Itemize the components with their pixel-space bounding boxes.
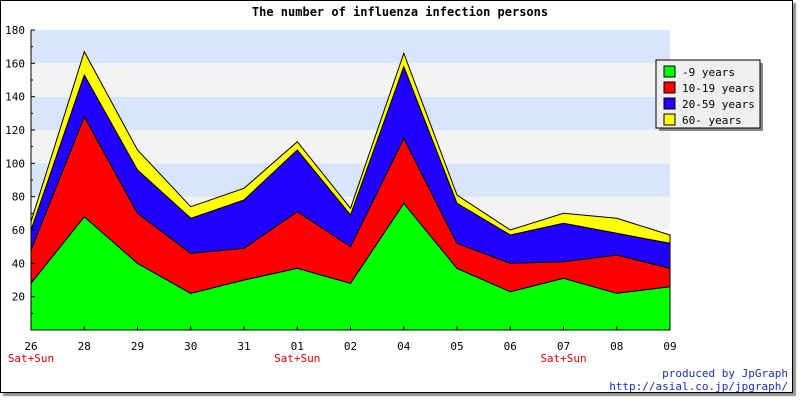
x-tick-label: 30	[184, 340, 197, 353]
y-tick-label: 160	[5, 57, 25, 70]
weekend-label: Sat+Sun	[274, 352, 320, 365]
axes	[30, 29, 671, 331]
credit-line-2: http://asial.co.jp/jpgraph/	[609, 380, 788, 393]
grid-band	[31, 96, 670, 130]
x-tick-label: 09	[663, 340, 676, 353]
y-tick-label: 100	[5, 157, 25, 170]
legend-swatch-4	[663, 113, 676, 126]
legend-swatch-3	[663, 97, 676, 110]
y-tick-label: 40	[12, 257, 25, 270]
y-tick-label: 80	[12, 191, 25, 204]
y-axis-labels: 20 40 60 80 100 120 140 160 180	[5, 24, 25, 304]
area-series-4	[30, 50, 671, 244]
x-tick-label: 08	[610, 340, 623, 353]
x-tick-label: 02	[344, 340, 357, 353]
area-series	[30, 50, 671, 331]
y-tick-label: 60	[12, 224, 25, 237]
x-tick-label: 29	[131, 340, 144, 353]
grid-band	[31, 30, 670, 64]
legend-swatch-1	[663, 65, 676, 78]
x-tick-label: 04	[397, 340, 411, 353]
credit-line-1: produced by JpGraph	[662, 367, 788, 380]
x-tick-label: 28	[78, 340, 91, 353]
x-tick-label: 31	[237, 340, 250, 353]
x-tick-label: 01	[291, 340, 304, 353]
legend-label-2: 10-19 years	[682, 82, 755, 95]
y-tick-label: 20	[12, 291, 25, 304]
chart-title: The number of influenza infection person…	[252, 5, 548, 19]
legend-swatch-2	[663, 81, 676, 94]
legend-label-1: -9 years	[682, 66, 735, 79]
legend-label-4: 60- years	[682, 114, 742, 127]
weekend-label: Sat+Sun	[540, 352, 586, 365]
x-tick-label: 05	[450, 340, 463, 353]
legend-label-3: 20-59 years	[682, 98, 755, 111]
weekend-label: Sat+Sun	[8, 352, 54, 365]
y-tick-label: 180	[5, 24, 25, 37]
y-tick-label: 120	[5, 124, 25, 137]
x-tick-label: 07	[557, 340, 570, 353]
x-tick-label: 26	[24, 340, 37, 353]
grid-band	[31, 63, 670, 97]
x-tick-label: 06	[504, 340, 517, 353]
y-tick-label: 140	[5, 91, 25, 104]
legend: -9 years 10-19 years 20-59 years 60- years	[655, 59, 763, 131]
